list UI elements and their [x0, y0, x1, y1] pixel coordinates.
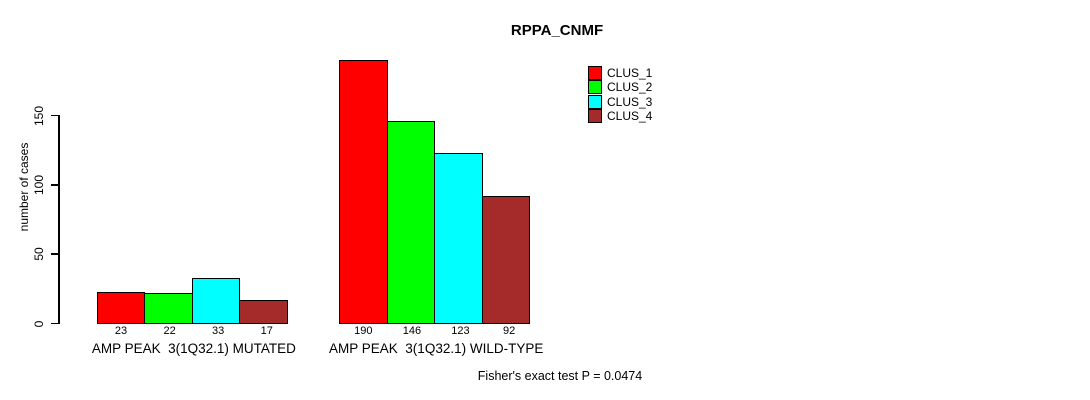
bar-clus_4 — [239, 299, 289, 324]
bar-value-label: 92 — [502, 324, 516, 337]
bar-value-label: 23 — [114, 324, 128, 337]
bar-value-label: 146 — [402, 324, 422, 337]
legend-label: CLUS_1 — [607, 65, 653, 80]
bar-value-label: 22 — [163, 324, 176, 337]
y-axis-line — [58, 114, 60, 324]
y-tick-mark — [50, 253, 58, 255]
group-label: AMP PEAK 3(1Q32.1) WILD-TYPE — [329, 341, 544, 356]
bar-value-label: 123 — [451, 324, 470, 337]
bar-value-label: 17 — [260, 324, 273, 337]
bar-clus_2 — [144, 293, 193, 324]
y-tick-label: 100 — [32, 174, 46, 195]
bar-clus_2 — [386, 121, 436, 324]
legend-label: CLUS_3 — [607, 94, 653, 109]
group-label: AMP PEAK 3(1Q32.1) MUTATED — [91, 341, 296, 356]
legend-row: CLUS_1 — [588, 65, 653, 81]
bar-clus_3 — [434, 153, 483, 324]
legend-row: CLUS_2 — [588, 80, 652, 95]
y-tick-label: 150 — [32, 105, 46, 126]
y-tick-mark — [50, 114, 58, 117]
y-tick-mark — [50, 322, 58, 325]
bar-clus_1 — [339, 60, 388, 324]
legend-swatch-icon — [588, 109, 602, 124]
chart-title: RPPA_CNMF — [510, 22, 604, 39]
legend-label: CLUS_2 — [607, 80, 653, 95]
bar-clus_3 — [191, 277, 241, 324]
legend-swatch-icon — [588, 80, 602, 95]
legend-label: CLUS_4 — [607, 109, 653, 124]
legend-swatch-icon — [588, 65, 602, 80]
legend-row: CLUS_3 — [588, 94, 653, 110]
bar-value-row: 190 146 123 92 — [339, 325, 533, 337]
y-tick-label: 0 — [32, 320, 46, 327]
footnote-text: Fisher's exact test P = 0.0474 — [477, 369, 643, 383]
bar-group — [339, 0, 531, 324]
bar-clus_4 — [481, 196, 531, 324]
bar-value-label: 33 — [212, 324, 225, 337]
y-tick-label: 50 — [32, 247, 46, 261]
bar-value-label: 190 — [354, 324, 373, 337]
bar-clus_1 — [96, 291, 146, 324]
legend-row: CLUS_4 — [588, 109, 652, 124]
legend: CLUS_1 CLUS_2 CLUS_3 CLUS_4 — [588, 65, 653, 124]
bar-group — [96, 0, 289, 324]
legend-swatch-icon — [588, 94, 602, 109]
bar-value-row: 23 22 33 17 — [97, 325, 291, 337]
y-axis-label: number of cases — [17, 142, 31, 232]
y-tick-mark — [50, 184, 58, 186]
